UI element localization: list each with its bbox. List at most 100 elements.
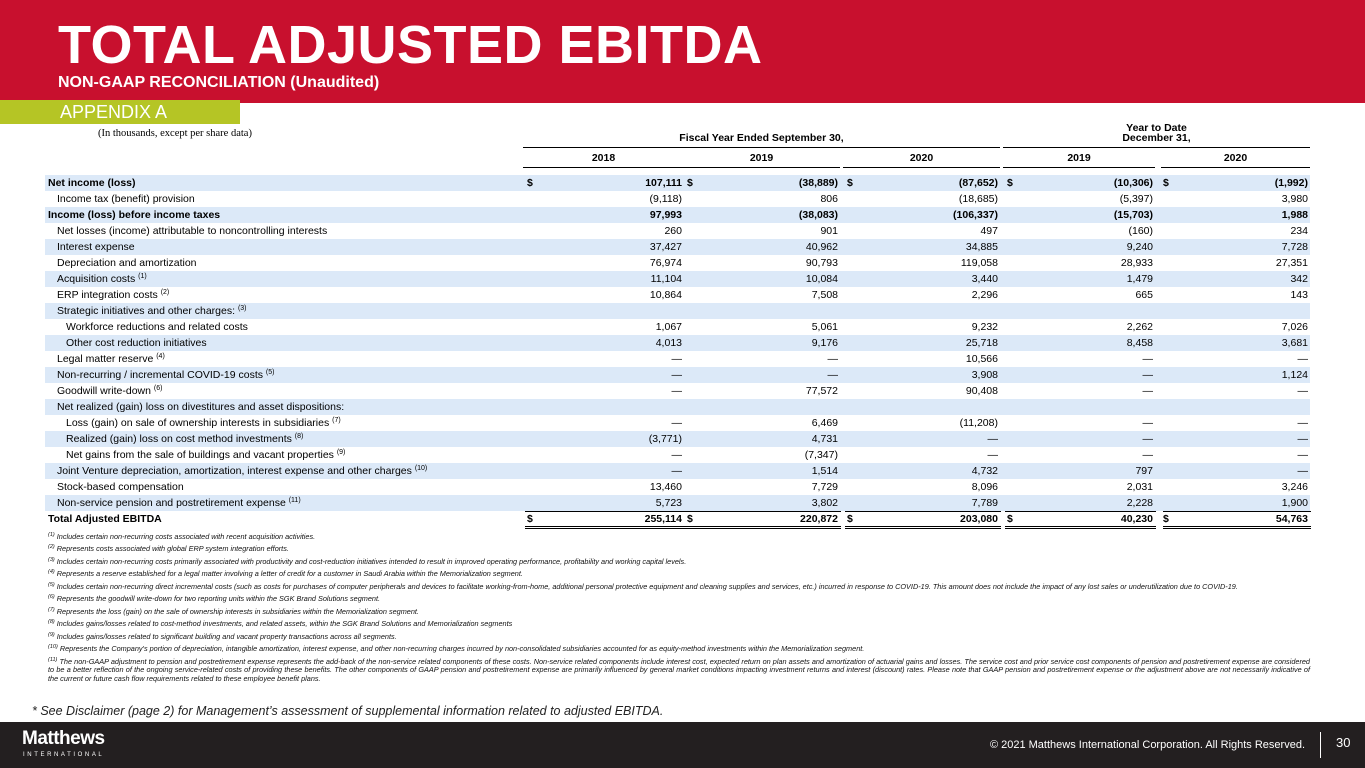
- footnote: (8) Includes gains/losses related to cos…: [48, 620, 1310, 629]
- group-header: Year to Date: [1126, 122, 1187, 134]
- value: 4,732: [971, 465, 998, 477]
- value: 40,962: [805, 241, 838, 253]
- value: 40,230: [1120, 513, 1153, 525]
- value: —: [1142, 353, 1154, 365]
- value: (11,208): [959, 417, 998, 429]
- value: 234: [1290, 225, 1308, 237]
- row-label: Joint Venture depreciation, amortization…: [57, 463, 427, 479]
- footnote: (10) Represents the Company's portion of…: [48, 645, 1310, 654]
- footnote-mark: (10): [48, 644, 58, 651]
- footnote-text: Includes gains/losses related to signifi…: [56, 631, 397, 641]
- value: 2,031: [1126, 481, 1153, 493]
- footnote-ref: (7): [332, 417, 341, 424]
- footnote-ref: (2): [160, 289, 170, 296]
- value: (3,771): [648, 433, 682, 445]
- row-label: Other cost reduction initiatives: [66, 335, 207, 351]
- value: (106,337): [953, 209, 998, 221]
- value: 3,681: [1281, 337, 1308, 349]
- value: —: [671, 353, 683, 365]
- footnote-mark: (11): [48, 656, 58, 663]
- header-rule: [523, 167, 684, 168]
- footnote-ref: (10): [414, 465, 428, 472]
- value: 4,731: [811, 433, 838, 445]
- value: 90,408: [965, 385, 998, 397]
- value: 3,802: [811, 497, 838, 509]
- label-text: Non-recurring / incremental COVID-19 cos…: [57, 369, 263, 381]
- footnote-text: The non-GAAP adjustment to pension and p…: [48, 656, 1310, 684]
- value: 665: [1135, 289, 1153, 301]
- value: —: [671, 369, 683, 381]
- value: —: [1297, 385, 1309, 397]
- row: Net losses (income) attributable to nonc…: [45, 223, 1310, 239]
- value: 8,096: [971, 481, 998, 493]
- value: 5,061: [811, 321, 838, 333]
- total-rule: [1163, 511, 1311, 512]
- total-rule: [1005, 526, 1156, 529]
- currency: $: [687, 177, 693, 189]
- value: 7,508: [811, 289, 838, 301]
- total-rule: [845, 511, 1001, 512]
- value: 34,885: [965, 241, 998, 253]
- value: 25,718: [965, 337, 998, 349]
- value: 1,988: [1281, 209, 1308, 221]
- currency: $: [1163, 177, 1169, 189]
- value: —: [1297, 449, 1309, 461]
- subtitle: NON-GAAP RECONCILIATION (Unaudited): [58, 74, 380, 91]
- copyright: © 2021 Matthews International Corporatio…: [989, 739, 1305, 751]
- footnote-mark: (3): [48, 556, 55, 563]
- value: 797: [1135, 465, 1153, 477]
- footnote-text: Represents the loss (gain) on the sale o…: [56, 606, 419, 616]
- label-text: Income (loss) before income taxes: [48, 209, 221, 221]
- row: Income (loss) before income taxes 97,993 (…: [45, 207, 1310, 223]
- value: —: [1297, 465, 1309, 477]
- value: (5,397): [1119, 193, 1153, 205]
- row: Goodwill write-down (6) — 77,572 90,408 — —: [45, 383, 1310, 399]
- value: 107,111: [645, 177, 682, 189]
- value: (87,652): [958, 177, 998, 189]
- separator: [1320, 732, 1321, 758]
- group-header: December 31,: [1122, 132, 1191, 144]
- column-header: 2019: [1067, 152, 1091, 164]
- value: —: [671, 449, 683, 461]
- row: Net income (loss) $107,111 $ (38,889) $ (87,6…: [45, 175, 1310, 191]
- row-label: Legal matter reserve (4): [57, 351, 165, 367]
- label-text: Joint Venture depreciation, amortization…: [57, 465, 412, 477]
- row-label: Loss (gain) on sale of ownership interes…: [66, 415, 341, 431]
- title: TOTAL ADJUSTED EBITDA: [58, 15, 763, 75]
- value: (1,992): [1274, 177, 1308, 189]
- row: Income tax (benefit) provision (9,118) 806…: [45, 191, 1310, 207]
- footnote: (5) Includes certain non-recurring direc…: [48, 582, 1310, 592]
- value: 9,240: [1126, 241, 1153, 253]
- value: 5,723: [655, 497, 682, 509]
- currency: $: [527, 513, 533, 525]
- value: 97,993: [649, 209, 682, 221]
- row: Non-service pension and postretirement e…: [45, 495, 1310, 511]
- label-text: Total Adjusted EBITDA: [48, 513, 162, 525]
- value: —: [1142, 433, 1154, 445]
- value: 1,067: [655, 321, 682, 333]
- footnote-mark: (4): [48, 569, 55, 576]
- footnote: (7) Represents the loss (gain) on the sa…: [48, 606, 1310, 617]
- value: 3,980: [1281, 193, 1308, 205]
- label-text: Income tax (benefit) provision: [57, 193, 195, 205]
- row: Net gains from the sale of buildings and…: [45, 447, 1310, 463]
- footnote-mark: (7): [48, 606, 55, 613]
- footer-band: [0, 722, 1365, 768]
- value: 255,114: [644, 513, 682, 525]
- total-rule: [525, 526, 685, 529]
- total-rule: [1163, 526, 1311, 529]
- total-rule: [1005, 511, 1156, 512]
- label-text: Loss (gain) on sale of ownership interes…: [66, 417, 330, 429]
- value: 54,763: [1275, 513, 1308, 525]
- row: Other cost reduction initiatives 4,013 9,1…: [45, 335, 1310, 351]
- footnote: (6) Represents the goodwill write-down f…: [48, 595, 1310, 604]
- label-text: Legal matter reserve: [57, 353, 154, 365]
- row-label: Stock-based compensation: [57, 479, 184, 495]
- value: —: [1142, 417, 1154, 429]
- value: (38,889): [798, 177, 838, 189]
- value: 2,296: [971, 289, 998, 301]
- currency: $: [847, 177, 853, 189]
- value: 3,908: [971, 369, 998, 381]
- row-label: Net losses (income) attributable to nonc…: [57, 223, 327, 239]
- footnote: (1) Includes certain non-recurring costs…: [48, 532, 1310, 542]
